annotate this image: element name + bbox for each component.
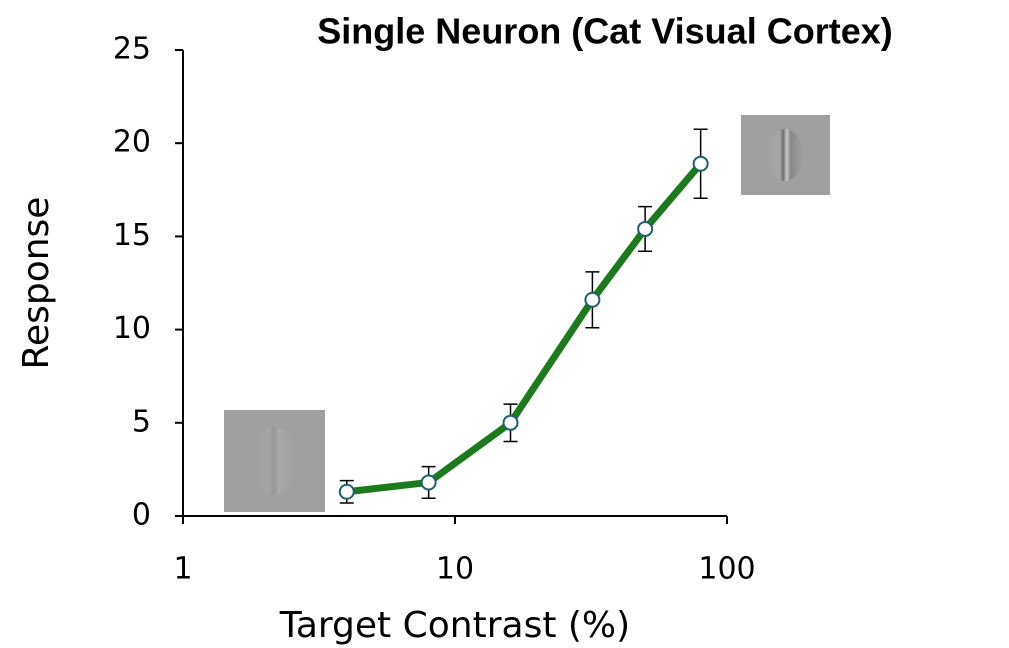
data-point bbox=[340, 485, 354, 499]
y-axis-label: Response bbox=[16, 197, 57, 370]
y-tick-label: 25 bbox=[113, 32, 151, 67]
data-point bbox=[585, 293, 599, 307]
y-tick-label: 10 bbox=[113, 311, 151, 346]
x-tick-label: 1 bbox=[173, 552, 192, 587]
x-axis-label: Target Contrast (%) bbox=[279, 605, 630, 646]
data-point bbox=[694, 157, 708, 171]
x-tick-label: 10 bbox=[436, 552, 474, 587]
gabor-low bbox=[252, 427, 296, 495]
y-tick-label: 15 bbox=[113, 218, 151, 253]
chart-title: Single Neuron (Cat Visual Cortex) bbox=[317, 11, 892, 52]
chart: Single Neuron (Cat Visual Cortex) Target… bbox=[0, 0, 1009, 648]
data-point bbox=[504, 416, 518, 430]
y-tick-label: 5 bbox=[132, 404, 151, 439]
y-tick-label: 20 bbox=[113, 125, 151, 160]
data-point bbox=[638, 222, 652, 236]
y-tick-label: 0 bbox=[132, 498, 151, 533]
page: {"chart_data": {"type": "line", "title":… bbox=[0, 0, 1009, 648]
data-point bbox=[422, 475, 436, 489]
data-line bbox=[347, 164, 701, 492]
gabor-high bbox=[767, 129, 803, 181]
x-tick-label: 100 bbox=[698, 552, 755, 587]
